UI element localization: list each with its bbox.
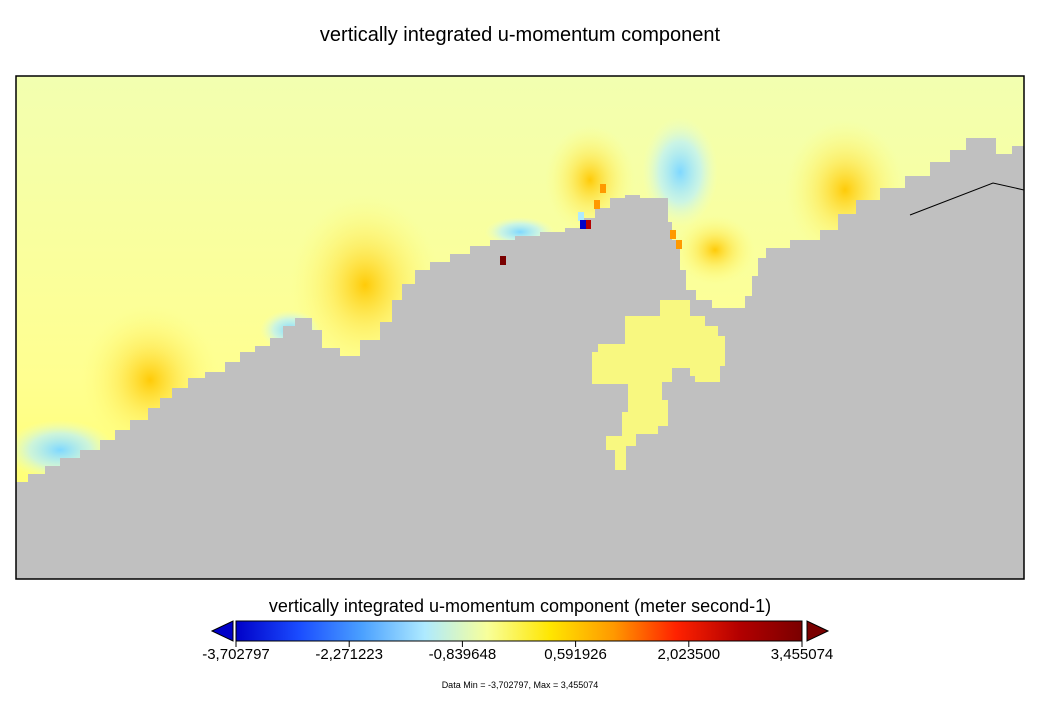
colorbar-min-arrow bbox=[210, 620, 234, 642]
boundary-line bbox=[909, 182, 1024, 216]
data-range-text: Data Min = -3,702797, Max = 3,455074 bbox=[441, 680, 599, 690]
colorbar-max-arrow bbox=[806, 620, 830, 642]
hotspot-cell bbox=[676, 240, 682, 249]
colorbar-tick-label: -0,839648 bbox=[428, 646, 497, 663]
chart-title: vertically integrated u-momentum compone… bbox=[319, 24, 721, 46]
hotspot-cell bbox=[600, 184, 606, 193]
inland-lake bbox=[592, 300, 725, 470]
hotspot-cell bbox=[580, 220, 586, 229]
colorbar-tick-label: 3,455074 bbox=[770, 646, 834, 663]
hotspot-cell bbox=[594, 200, 600, 209]
colorbar-ticks bbox=[235, 641, 803, 647]
colorbar-tick-label: -3,702797 bbox=[202, 646, 270, 663]
colorbar-label: vertically integrated u-momentum compone… bbox=[268, 596, 772, 616]
hotspot-layer bbox=[500, 184, 682, 265]
colorbar-tick-label: 0,591926 bbox=[544, 646, 607, 663]
hotspot-cell bbox=[578, 212, 584, 221]
hotspot-cell bbox=[670, 230, 676, 239]
colorbar-tick-label: -2,271223 bbox=[315, 646, 383, 663]
warm-anomaly bbox=[675, 215, 755, 285]
colorbar-gradient bbox=[235, 620, 803, 642]
plot-frame bbox=[15, 75, 1025, 580]
colorbar-tick-label: 2,023500 bbox=[657, 646, 721, 663]
hotspot-cell bbox=[500, 256, 506, 265]
land-mask bbox=[16, 138, 1024, 579]
hotspot-cell bbox=[585, 220, 591, 229]
